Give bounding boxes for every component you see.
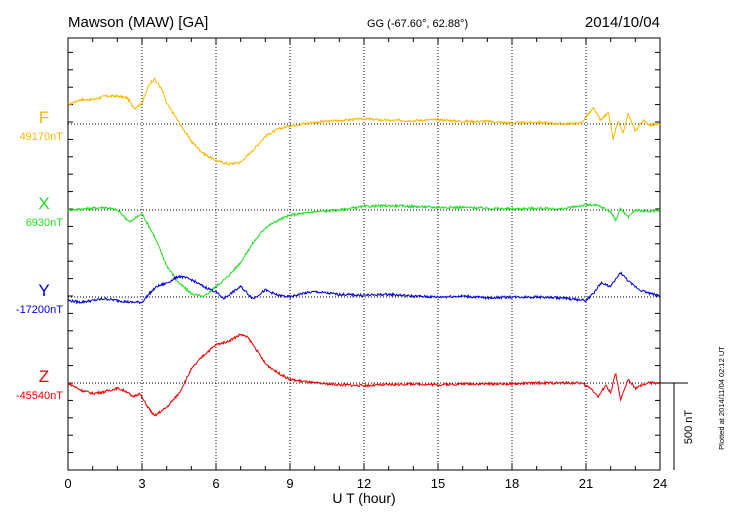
x-tick-label: 24 xyxy=(653,476,667,491)
station-title: Mawson (MAW) [GA] xyxy=(68,14,208,31)
series-labels: F 49170nT X 6930nT Y -17200nT Z -45540nT xyxy=(16,108,63,402)
trace-x xyxy=(67,202,661,299)
series-name-x: X xyxy=(38,194,49,213)
series-baseline-label-f: 49170nT xyxy=(20,131,64,143)
trace-z xyxy=(67,333,661,417)
series-baseline-label-y: -17200nT xyxy=(16,304,63,316)
x-tick-label: 3 xyxy=(138,476,145,491)
grid-lines xyxy=(141,38,587,470)
axis-ticks xyxy=(67,38,661,471)
plotted-at-note: Plotted at 2014/11/04 02:12 UT xyxy=(717,346,726,450)
series-baseline-label-z: -45540nT xyxy=(16,390,63,402)
x-tick-labels: 0 3 6 9 12 15 18 21 24 xyxy=(64,476,667,491)
date-label: 2014/10/04 xyxy=(585,14,660,31)
x-axis-label: U T (hour) xyxy=(332,490,395,506)
trace-y xyxy=(67,271,661,305)
traces xyxy=(67,77,661,417)
x-tick-label: 0 xyxy=(64,476,71,491)
scale-bar-label: 500 nT xyxy=(683,410,695,445)
series-name-z: Z xyxy=(39,367,49,386)
series-name-f: F xyxy=(39,108,49,127)
x-tick-label: 21 xyxy=(579,476,593,491)
x-tick-label: 12 xyxy=(357,476,371,491)
scale-bar: 500 nT xyxy=(660,382,695,470)
trace-f xyxy=(67,77,661,166)
coordinates-label: GG (-67.60°, 62.88°) xyxy=(367,18,468,30)
x-tick-label: 6 xyxy=(212,476,219,491)
x-tick-label: 9 xyxy=(286,476,293,491)
series-name-y: Y xyxy=(38,281,49,300)
x-tick-label: 18 xyxy=(505,476,519,491)
series-baseline-label-x: 6930nT xyxy=(26,217,64,229)
x-tick-label: 15 xyxy=(431,476,445,491)
